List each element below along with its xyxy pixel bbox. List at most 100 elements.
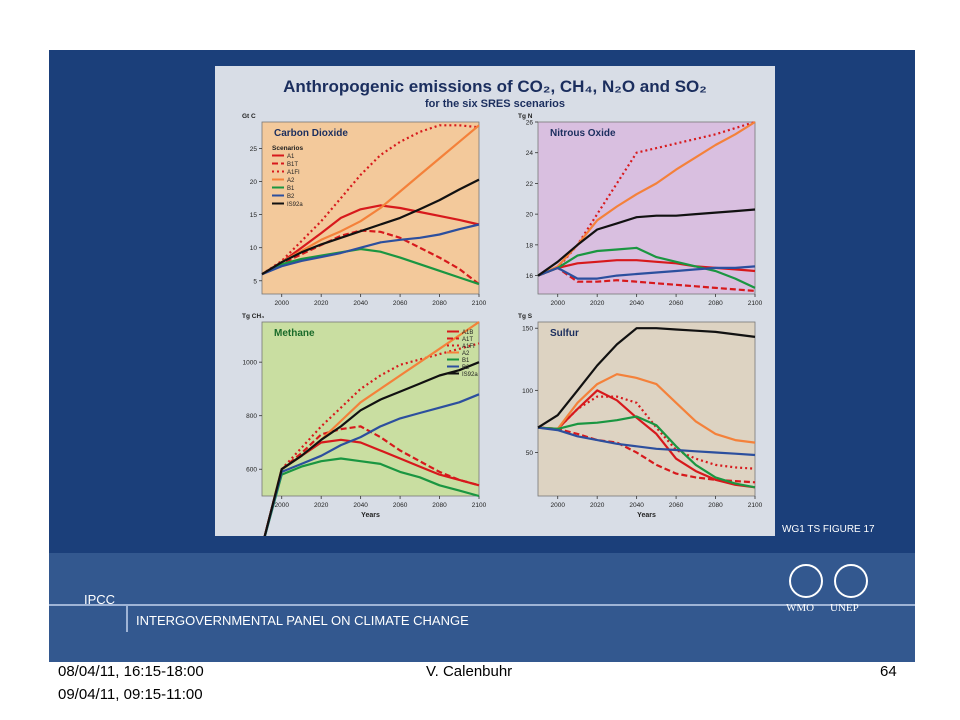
panel-1-xtick-label: 2020 (314, 300, 329, 307)
ipcc-abbreviation: IPCC (84, 592, 116, 607)
panel-3-ylabel: Tg CH₄ (242, 313, 264, 320)
figure-source-label: WG1 TS FIGURE 17 (782, 524, 875, 535)
figure-title: Anthropogenic emissions of CO₂, CH₄, N₂O… (283, 77, 707, 96)
panel-1-legend-label: IS92a (287, 202, 303, 208)
panel-2-xtick-label: 2020 (590, 300, 605, 307)
panel-1-legend-label: A1FI (287, 170, 300, 176)
panel-1-ytick-label: 10 (250, 245, 258, 252)
panel-2-ytick-label: 20 (526, 212, 534, 219)
panel-2-line-b1 (537, 246, 756, 289)
panel-3-line-b1 (263, 457, 480, 536)
footer-divider-tick (126, 604, 128, 632)
unep-logo-text: UNEP (830, 602, 859, 614)
panel-1-ytick-label: 15 (250, 212, 258, 219)
panel-4-line-a2 (537, 373, 756, 444)
panel-4-background (537, 321, 756, 497)
wmo-logo-text: WMO (786, 602, 815, 614)
panel-4-xtick-label: 2000 (550, 502, 565, 509)
panel-1-line-a1b (261, 204, 480, 276)
panel-1-xtick-label: 2040 (353, 300, 368, 307)
panel-3-xtick-label: 2100 (472, 502, 487, 509)
panel-3-legend-label: A1T (462, 337, 473, 343)
panel-3-legend-label: A1FI (462, 344, 475, 350)
panel-2-xtick-label: 2000 (550, 300, 565, 307)
panel-4-ylabel: Tg S (518, 313, 533, 320)
panel-3-xtick-label: 2040 (353, 502, 368, 509)
panel-4-line-b1 (537, 415, 756, 489)
emissions-figure-svg: Anthropogenic emissions of CO₂, CH₄, N₂O… (242, 77, 763, 536)
wmo-emblem-icon (789, 564, 823, 598)
panel-1-ytick-label: 5 (253, 278, 257, 285)
panel-2-ytick-label: 24 (526, 150, 534, 157)
panel-3-xtick-label: 2000 (274, 502, 289, 509)
panel-4-ytick-label: 150 (522, 326, 533, 333)
unep-emblem-icon (834, 564, 868, 598)
panel-3-ytick-label: 600 (246, 467, 257, 474)
ipcc-footer-band (49, 553, 915, 662)
ipcc-full-name: INTERGOVERNMENTAL PANEL ON CLIMATE CHANG… (136, 613, 469, 628)
panel-4-xtick-label: 2040 (629, 502, 644, 509)
page-number: 64 (880, 663, 897, 680)
panel-1-ylabel: Gt C (242, 113, 256, 120)
panel-3-xtick-label: 2080 (432, 502, 447, 509)
panels-group: 5 10 15 20 25 2000 2020 2040 2060 2080 2100 Gt C Car… (242, 113, 763, 536)
panel-4-ytick-label: 100 (522, 388, 533, 395)
panel-2-ylabel: Tg N (518, 113, 533, 120)
panel-1-line-b1 (261, 247, 480, 286)
panel-2-xtick-label: 2100 (748, 300, 763, 307)
panel-3-title: Methane (274, 328, 315, 339)
panel-1-line-a1t (261, 229, 480, 285)
panel-4-xtick-label: 2080 (708, 502, 723, 509)
panel-4-line-is92a (537, 327, 756, 429)
panel-4-line-b2 (537, 426, 756, 457)
panel-4-line-a1t (537, 426, 756, 484)
panel-2-line-a1t (537, 266, 756, 292)
panel-3-ytick-label: 1000 (243, 360, 258, 367)
panel-2-ytick-label: 26 (526, 120, 534, 127)
panel-4-xtick-label: 2020 (590, 502, 605, 509)
session-date-2: 09/04/11, 09:15-11:00 (58, 686, 203, 703)
panel-2-ytick-label: 16 (526, 273, 534, 280)
panel-1-xtick-label: 2080 (432, 300, 447, 307)
panel-4-xlabel: Years (637, 512, 656, 519)
panel-4-xtick-label: 2060 (669, 502, 684, 509)
panel-2-title: Nitrous Oxide (550, 128, 616, 139)
session-date-1: 08/04/11, 16:15-18:00 (58, 663, 204, 680)
panel-2-xtick-label: 2060 (669, 300, 684, 307)
panel-3-line-is92a (263, 361, 480, 536)
panel-2-ytick-label: 22 (526, 181, 534, 188)
panel-3-legend-label: B2 (462, 365, 470, 371)
panel-3-ytick-label: 800 (246, 413, 257, 420)
panel-1-xtick-label: 2060 (393, 300, 408, 307)
panel-2-xtick-label: 2080 (708, 300, 723, 307)
panel-1-title: Carbon Dioxide (274, 128, 348, 139)
panel-3-xtick-label: 2060 (393, 502, 408, 509)
panel-1-xtick-label: 2000 (274, 300, 289, 307)
panel-1-legend-title: Scenarios (272, 145, 303, 152)
panel-1-line-is92a (261, 178, 480, 276)
panel-2-xtick-label: 2040 (629, 300, 644, 307)
panel-3-legend-label: IS92a (462, 372, 478, 378)
panel-2-line-b2 (537, 265, 756, 280)
panel-4-xtick-label: 2100 (748, 502, 763, 509)
panel-4-ytick-label: 50 (526, 450, 534, 457)
panel-1-legend-label: A2 (287, 178, 295, 184)
panel-2-ytick-label: 18 (526, 242, 534, 249)
panel-1-ytick-label: 25 (250, 146, 258, 153)
footer-divider-line (49, 604, 915, 606)
panel-1-xtick-label: 2100 (472, 300, 487, 307)
figure-subtitle: for the six SRES scenarios (425, 98, 565, 110)
panel-1-legend-label: B1T (287, 162, 298, 168)
panel-3-legend-label: A2 (462, 351, 470, 357)
panel-3-line-b2 (263, 393, 480, 536)
panel-3-legend-label: B1 (462, 358, 470, 364)
panel-1-line-b2 (261, 223, 480, 276)
panel-2-line-is92a (537, 208, 756, 277)
panel-1-ytick-label: 20 (250, 179, 258, 186)
panel-1-legend-label: B2 (287, 194, 295, 200)
panel-1-legend-label: A1 (287, 154, 295, 160)
panel-4-title: Sulfur (550, 328, 579, 339)
panel-3-xtick-label: 2020 (314, 502, 329, 509)
emissions-figure: Anthropogenic emissions of CO₂, CH₄, N₂O… (215, 66, 775, 536)
panel-3-xlabel: Years (361, 512, 380, 519)
